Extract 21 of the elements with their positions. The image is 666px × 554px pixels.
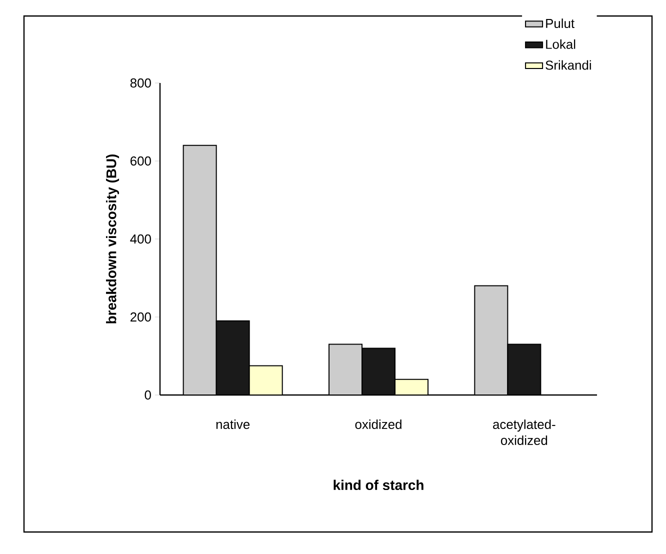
y-tick-label: 600 (130, 156, 151, 166)
y-tick-label: 400 (130, 234, 151, 244)
bar (362, 348, 396, 395)
bar (182, 144, 217, 395)
bar (474, 285, 508, 395)
legend-label: Lokal (546, 39, 576, 49)
y-tick-label: 200 (130, 312, 151, 322)
bar (394, 378, 429, 395)
bar (328, 344, 363, 395)
bar (216, 320, 250, 395)
x-tick-label: native (216, 420, 250, 430)
bar (248, 365, 283, 395)
x-tick-label: oxidized (355, 420, 402, 430)
bar (507, 344, 542, 395)
legend-label: Pulut (546, 18, 574, 28)
legend-label: Srikandi (546, 60, 591, 70)
y-tick-label: 0 (144, 390, 151, 400)
y-tick-label: 800 (130, 78, 151, 88)
x-tick-label: acetylated-oxidized (493, 420, 556, 445)
y-axis-title: breakdown viscosity (BU) (106, 154, 120, 324)
x-axis-title: kind of starch (334, 480, 424, 490)
